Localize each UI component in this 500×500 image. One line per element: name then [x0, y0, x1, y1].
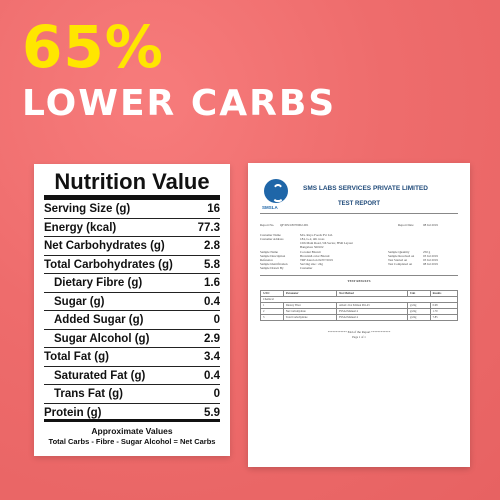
- nutrition-row-sugar: Sugar (g) 0.4: [44, 293, 220, 312]
- sample-drawn-by: Customer: [300, 266, 313, 270]
- customer-name-label: Customer Name: [260, 233, 281, 237]
- nutrition-label: Dietary Fibre (g): [54, 277, 143, 290]
- test-results-table: S.NO Parameter Test Method Unit Results …: [260, 290, 459, 321]
- table-cell: FSSAI Manual 4: [335, 314, 408, 321]
- nutrition-row-saturated-fat: Saturated Fat (g) 0.4: [44, 367, 220, 386]
- report-date: 08 Jul 2019: [423, 223, 438, 227]
- table-cell: 7.85: [429, 314, 459, 321]
- lab-company-name: SMS LABS SERVICES PRIVATE LIMITED: [303, 185, 428, 192]
- nutrition-label: Energy (kcal): [44, 221, 117, 234]
- sample-name-label: Sample Name: [260, 250, 278, 254]
- nutrition-footer-formula: Total Carbs - Fibre - Sugar Alcohol = Ne…: [48, 436, 216, 446]
- nutrition-value: 1.6: [204, 277, 220, 290]
- nutrition-value: 2.9: [204, 332, 220, 345]
- sample-identification-label: Sample Identification: [260, 262, 288, 266]
- sample-quantity-label: Sample Quantity: [388, 250, 410, 254]
- nutrition-row-total-fat: Total Fat (g) 3.4: [44, 348, 220, 367]
- customer-address-2: 10th Main Road, 5th Sector, HSR Layout: [300, 241, 353, 245]
- sample-identification: Serving size : 24g: [300, 262, 323, 266]
- sample-description-label: Sample Description: [260, 254, 286, 258]
- sample-received: 03 Jul 2019: [423, 254, 438, 258]
- nutrition-label: Trans Fat (g): [54, 388, 124, 401]
- nutrition-value: 0.4: [204, 295, 220, 308]
- report-divider: [260, 275, 458, 276]
- nutrition-row-energy: Energy (kcal) 77.3: [44, 219, 220, 238]
- nutrition-value: 5.8: [204, 258, 220, 271]
- nutrition-row-added-sugar: Added Sugar (g) 0: [44, 311, 220, 330]
- nutrition-label: Sugar Alcohol (g): [54, 332, 150, 345]
- nutrition-label: Total Carbohydrates (g): [44, 258, 173, 271]
- test-started: 03 Jul 2019: [423, 258, 438, 262]
- nutrition-label: Serving Size (g): [44, 203, 131, 216]
- report-no: QF/DS/18070002-001: [280, 223, 309, 227]
- sample-drawn-by-label: Sample Drawn By: [260, 266, 284, 270]
- customer-address-3: Bangalore 560102: [300, 245, 324, 249]
- nutrition-row-serving-size: Serving Size (g) 16: [44, 200, 220, 219]
- reference-label: Reference: [260, 258, 273, 262]
- nutrition-footer: Approximate Values Total Carbs - Fibre -…: [44, 426, 220, 446]
- table-row: 3 Total Carbohydrate FSSAI Manual 4 g/24…: [260, 314, 459, 321]
- nutrition-title: Nutrition Value: [44, 170, 220, 201]
- nutrition-panel: Nutrition Value Serving Size (g) 16 Ener…: [34, 164, 230, 456]
- sample-received-label: Sample Received on: [388, 254, 415, 258]
- nutrition-label: Total Fat (g): [44, 351, 109, 364]
- lab-logo-icon: [264, 179, 288, 203]
- table-cell: Total Carbohydrate: [282, 314, 337, 321]
- nutrition-value: 2.8: [204, 240, 220, 253]
- nutrition-value: 0.4: [204, 369, 220, 382]
- nutrition-value: 0: [213, 314, 220, 327]
- nutrition-row-protein: Protein (g) 5.9: [44, 404, 220, 423]
- nutrition-label: Saturated Fat (g): [54, 369, 146, 382]
- test-completed: 08 Jul 2019: [423, 262, 438, 266]
- table-row: 2 Net Carbohydrate FSSAI Manual 4 g/24g …: [260, 308, 459, 315]
- nutrition-value: 0: [213, 388, 220, 401]
- nutrition-label: Added Sugar (g): [54, 314, 144, 327]
- report-end-text: ************ End of the Report *********…: [327, 330, 391, 334]
- nutrition-row-trans-fat: Trans Fat (g) 0: [44, 385, 220, 404]
- headline-percent: 65%: [22, 13, 164, 81]
- nutrition-label: Protein (g): [44, 406, 102, 419]
- test-started-label: Test Started on: [388, 258, 408, 262]
- nutrition-footer-approx: Approximate Values: [91, 426, 173, 437]
- nutrition-row-net-carbs: Net Carbohydrates (g) 2.8: [44, 237, 220, 256]
- sample-quantity: 250 g: [423, 250, 431, 254]
- reference: TRF dated on 02/07/2019: [300, 258, 333, 262]
- report-title: TEST REPORT: [337, 201, 380, 207]
- nutrition-row-sugar-alcohol: Sugar Alcohol (g) 2.9: [44, 330, 220, 349]
- sample-name: Coconut Biscuit: [300, 250, 321, 254]
- customer-name: M/s. Rayo Foods Pvt Ltd.: [300, 233, 333, 237]
- table-cell: g/24g: [406, 314, 431, 321]
- nutrition-row-total-carbs: Total Carbohydrates (g) 5.8: [44, 256, 220, 275]
- nutrition-value: 5.9: [204, 406, 220, 419]
- headline-lower-carbs: LOWER CARBS: [22, 83, 337, 124]
- sample-description: Brownish color Biscuit: [300, 254, 330, 258]
- nutrition-value: 3.4: [204, 351, 220, 364]
- nutrition-row-dietary-fibre: Dietary Fibre (g) 1.6: [44, 274, 220, 293]
- report-date-label: Report Date: [398, 223, 414, 227]
- lab-logo-text: SMSLA: [262, 205, 278, 210]
- report-page-number: Page 1 of 1: [352, 335, 366, 339]
- nutrition-value: 77.3: [197, 221, 220, 234]
- table-cell: 3: [260, 314, 284, 321]
- test-completed-label: Test Completed on: [388, 262, 413, 266]
- report-divider: [260, 213, 458, 214]
- test-results-heading: TEST RESULTS: [347, 279, 371, 283]
- nutrition-label: Sugar (g): [54, 295, 105, 308]
- customer-address-label: Customer Address: [260, 237, 284, 241]
- nutrition-value: 16: [207, 203, 220, 216]
- test-report-document: SMSLA SMS LABS SERVICES PRIVATE LIMITED …: [248, 163, 470, 467]
- customer-address: 184, G-2, 4th cross: [300, 237, 325, 241]
- nutrition-label: Net Carbohydrates (g): [44, 240, 165, 253]
- report-no-label: Report No.: [260, 223, 275, 227]
